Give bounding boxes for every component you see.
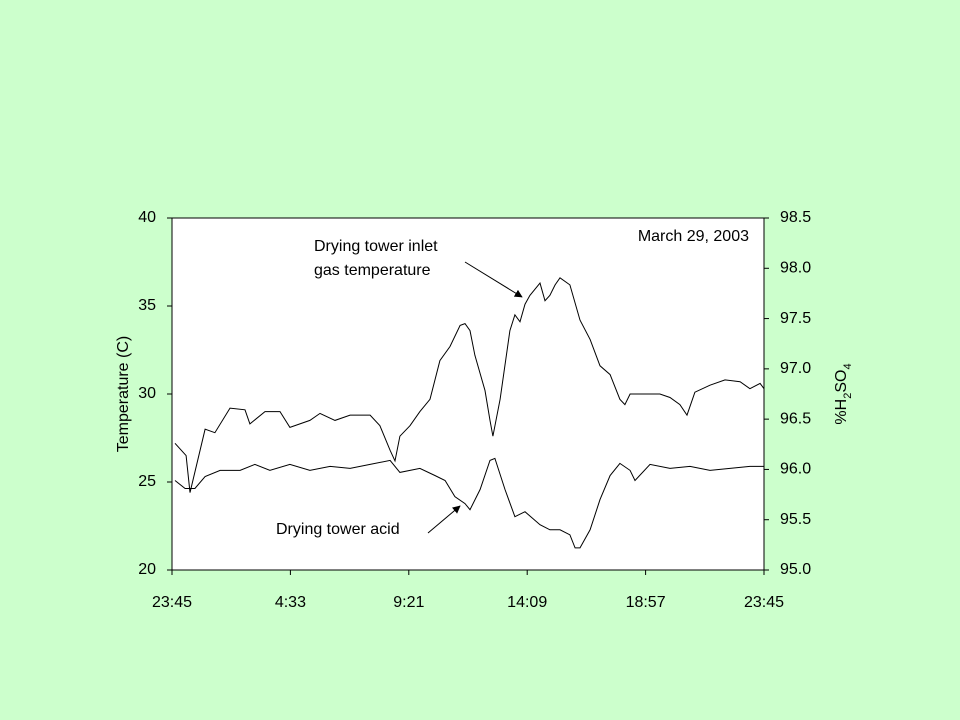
x-tick-label: 14:09 bbox=[507, 594, 547, 611]
y2-tick-label: 98.5 bbox=[780, 209, 811, 226]
date-label: March 29, 2003 bbox=[638, 228, 749, 245]
y-tick-label: 30 bbox=[138, 385, 156, 402]
y2-tick-label: 97.0 bbox=[780, 360, 811, 377]
label-part: %H bbox=[833, 399, 850, 425]
plot-area bbox=[171, 217, 765, 571]
arrow bbox=[464, 261, 523, 298]
x-tick-label: 4:33 bbox=[275, 594, 306, 611]
y-axis-label: Temperature (C) bbox=[115, 336, 132, 452]
y2-tick-label: 96.5 bbox=[780, 410, 811, 427]
label-part: 4 bbox=[842, 363, 854, 369]
y-tick-label: 35 bbox=[138, 297, 156, 314]
label-part: SO bbox=[833, 370, 850, 393]
line-series bbox=[174, 457, 764, 549]
label-part: 2 bbox=[842, 393, 854, 399]
y2-axis-label: %H2SO4 bbox=[833, 363, 854, 424]
y2-tick-label: 95.0 bbox=[780, 561, 811, 578]
y2-tick-label: 95.5 bbox=[780, 511, 811, 528]
line-series bbox=[174, 277, 765, 493]
y2-tick-label: 97.5 bbox=[780, 310, 811, 327]
x-tick-label: 18:57 bbox=[626, 594, 666, 611]
y2-tick-label: 96.0 bbox=[780, 461, 811, 478]
x-tick-label: 23:45 bbox=[152, 594, 192, 611]
x-tick-label: 9:21 bbox=[393, 594, 424, 611]
y2-tick-label: 98.0 bbox=[780, 260, 811, 277]
y-tick-label: 25 bbox=[138, 473, 156, 490]
x-tick-label: 23:45 bbox=[744, 594, 784, 611]
y-tick-label: 40 bbox=[138, 209, 156, 226]
annotation: gas temperature bbox=[314, 262, 431, 279]
annotation: Drying tower inlet bbox=[314, 238, 438, 255]
arrow bbox=[427, 505, 461, 534]
y-tick-label: 20 bbox=[138, 561, 156, 578]
annotation: Drying tower acid bbox=[276, 521, 400, 538]
